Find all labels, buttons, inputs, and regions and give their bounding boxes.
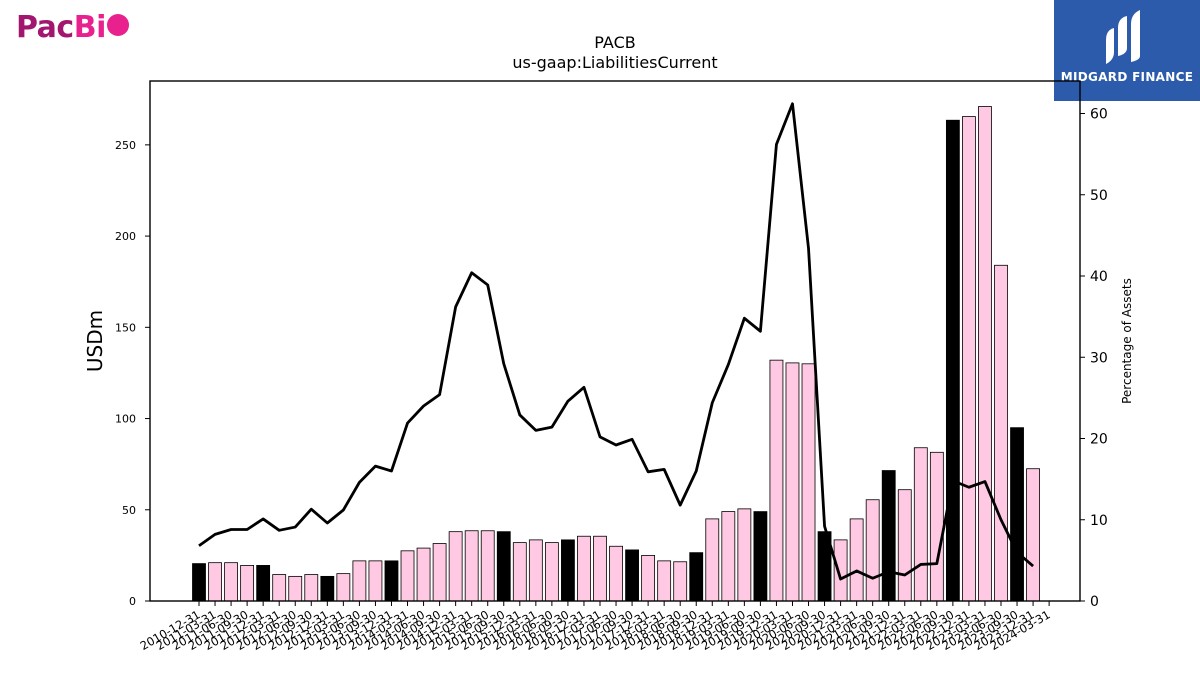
bar-2017-09-30 — [625, 549, 639, 602]
bar-2012-06-30 — [288, 575, 303, 602]
y2-tick-label-50: 50 — [1090, 188, 1108, 204]
y-axis-label: USDm — [83, 310, 107, 372]
logo-text-pac: Pac — [16, 10, 74, 45]
bar-2015-06-30 — [480, 530, 495, 602]
y2-axis-label: Percentage of Assets — [1120, 278, 1134, 404]
plot-frame — [149, 80, 1081, 602]
bar-2013-12-31 — [384, 560, 399, 602]
bar-2018-03-31 — [657, 560, 672, 602]
bar-2013-09-30 — [368, 560, 383, 602]
bar-2016-09-30 — [561, 539, 575, 602]
bar-2018-09-30 — [689, 552, 704, 602]
bar-2012-03-31 — [272, 574, 287, 602]
chart-title: PACB — [594, 33, 635, 52]
y-tick-label-50: 50 — [122, 504, 136, 517]
bar-2019-09-30 — [753, 511, 768, 602]
bar-2020-12-31 — [833, 539, 848, 602]
bar-2011-03-31 — [208, 562, 222, 602]
bar-2018-06-30 — [673, 561, 688, 602]
bar-2013-03-31 — [336, 573, 351, 602]
bar-2021-03-31 — [849, 518, 864, 602]
y-tick-label-150: 150 — [115, 321, 136, 334]
bar-2020-06-30 — [801, 363, 816, 602]
chart-subtitle: us-gaap:LiabilitiesCurrent — [512, 53, 717, 72]
logo-dot-icon — [106, 14, 129, 36]
bar-2019-06-30 — [737, 508, 752, 602]
bar-2016-06-30 — [544, 542, 559, 602]
bar-2012-09-30 — [304, 574, 319, 602]
bar-2011-06-30 — [224, 562, 238, 602]
bar-2014-12-31 — [448, 531, 463, 602]
bar-2022-09-30 — [945, 119, 960, 602]
bar-2022-03-31 — [913, 447, 928, 602]
y2-tick-label-60: 60 — [1090, 107, 1108, 123]
y-tick-label-200: 200 — [115, 230, 136, 243]
bar-2011-12-31 — [256, 565, 271, 602]
bar-2016-03-31 — [528, 539, 543, 602]
midgard-mark-icon — [1106, 10, 1140, 64]
bar-2022-12-31 — [962, 116, 976, 602]
bar-2015-09-30 — [496, 531, 511, 602]
pct-assets-line — [198, 102, 1034, 581]
bar-2022-06-30 — [929, 451, 944, 602]
logo-text-bi: Bi — [73, 10, 107, 45]
bar-2017-06-30 — [609, 545, 623, 602]
bar-2018-12-31 — [705, 518, 720, 602]
bar-2017-12-31 — [641, 554, 656, 602]
y2-tick-label-40: 40 — [1090, 269, 1108, 285]
y2-tick-label-10: 10 — [1090, 513, 1108, 529]
bar-2021-06-30 — [865, 499, 880, 602]
y2-tick-label-30: 30 — [1090, 350, 1108, 366]
y2-tick-label-0: 0 — [1090, 594, 1099, 610]
bar-2012-12-31 — [320, 575, 335, 602]
bar-2011-09-30 — [240, 565, 255, 602]
bar-2015-03-31 — [464, 530, 479, 602]
bar-2020-03-31 — [785, 362, 800, 602]
bar-2021-12-31 — [897, 489, 912, 602]
bar-2023-12-31 — [1026, 468, 1040, 602]
bar-2019-03-31 — [721, 511, 736, 602]
bar-2014-06-30 — [416, 547, 431, 602]
y2-tick-label-20: 20 — [1090, 432, 1108, 448]
y-tick-label-250: 250 — [115, 139, 136, 152]
y-tick-label-100: 100 — [115, 413, 136, 426]
bar-2014-09-30 — [432, 543, 447, 602]
bar-2016-12-31 — [577, 535, 591, 602]
bar-2014-03-31 — [400, 550, 415, 602]
bar-2019-12-31 — [769, 359, 784, 602]
pacbio-logo: PacBi — [16, 10, 129, 45]
midgard-finance-logo: MIDGARD FINANCE — [1054, 0, 1200, 101]
bar-2023-09-30 — [1010, 427, 1024, 602]
bar-2015-12-31 — [512, 542, 527, 602]
bar-2021-09-30 — [881, 470, 896, 602]
bar-2017-03-31 — [593, 535, 607, 602]
bar-2023-03-31 — [978, 106, 992, 602]
bar-2010-12-31 — [192, 563, 206, 602]
bar-2023-06-30 — [994, 264, 1008, 602]
y-tick-label-0: 0 — [129, 595, 136, 608]
midgard-finance-text: MIDGARD FINANCE — [1060, 70, 1194, 84]
bar-2013-06-30 — [352, 560, 367, 602]
